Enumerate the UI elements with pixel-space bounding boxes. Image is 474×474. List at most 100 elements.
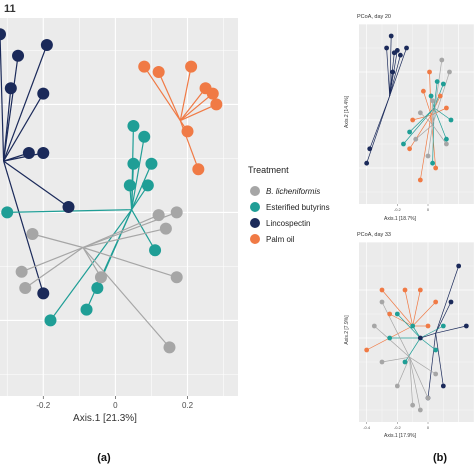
legend-label-palm-oil: Palm oil: [266, 235, 295, 244]
lincospectin-point: [37, 287, 50, 300]
palm-oil-spoke: [412, 114, 432, 121]
legend-key-esterified-butyrins: [250, 202, 260, 212]
palm-oil-spoke: [409, 115, 432, 149]
b-licheniformis-point: [413, 136, 419, 142]
b-licheniformis-point: [170, 206, 183, 219]
esterified-butyrins-spoke: [420, 337, 436, 351]
legend-label-b-licheniformis: B. licheniformis: [266, 187, 320, 196]
b-licheniformis-point: [371, 323, 377, 329]
lincospectin-spoke: [427, 333, 437, 399]
lincospectin-spoke: [435, 301, 452, 334]
palm-oil-spoke: [381, 289, 413, 327]
day33-plot-title: PCoA, day 33: [357, 232, 391, 238]
b-licheniformis-spoke: [409, 357, 414, 406]
legend-label-esterified-butyrins: Esterified butyrins: [266, 203, 330, 212]
palm-oil-spoke: [143, 66, 181, 121]
palm-oil-point: [387, 311, 393, 317]
b-licheniformis-point: [417, 110, 423, 116]
palm-oil-spoke: [180, 103, 217, 122]
esterified-butyrins-spoke: [131, 209, 156, 251]
b-licheniformis-spoke: [21, 246, 84, 273]
palm-oil-spoke: [412, 301, 436, 327]
esterified-butyrins-point: [127, 120, 140, 132]
lincospectin-spoke: [3, 93, 44, 162]
esterified-butyrins-point: [80, 303, 93, 316]
palm-oil-point: [427, 69, 432, 75]
palm-oil-spoke: [423, 91, 432, 116]
b-licheniformis-spoke: [24, 247, 84, 289]
esterified-butyrins-spoke: [420, 325, 444, 339]
esterified-butyrins-point: [123, 179, 136, 192]
lincospectin-spoke: [389, 55, 401, 97]
palm-oil-point: [206, 87, 219, 100]
b-licheniformis-spoke: [427, 124, 433, 157]
esterified-butyrins-point: [433, 347, 439, 353]
esterified-butyrins-spoke: [397, 313, 421, 339]
b-licheniformis-point: [15, 265, 28, 278]
palm-oil-point: [138, 60, 151, 73]
b-licheniformis-spoke: [432, 71, 450, 125]
palm-oil-point: [181, 125, 194, 138]
lincospectin-spoke: [386, 47, 391, 97]
b-licheniformis-spoke: [32, 233, 84, 249]
b-licheniformis-spoke: [409, 357, 421, 411]
b-licheniformis-point: [433, 371, 439, 377]
b-licheniformis-spoke: [432, 59, 443, 125]
esterified-butyrins-point: [127, 157, 140, 170]
b-licheniformis-point: [447, 69, 452, 75]
esterified-butyrins-point: [428, 93, 434, 99]
esterified-butyrins-spoke: [409, 107, 435, 133]
esterified-butyrins-point: [440, 81, 446, 87]
treatment-legend: Treatment B. licheniformis Esterified but…: [248, 165, 330, 244]
x-tick-label: 0: [113, 401, 118, 410]
palm-oil-spoke: [179, 87, 207, 121]
lincospectin-spoke: [3, 44, 48, 162]
esterified-butyrins-spoke: [403, 107, 435, 145]
panel-label-b: (b): [433, 452, 447, 464]
b-licheniformis-point: [430, 98, 435, 104]
main-plot-marks: [0, 28, 223, 354]
lincospectin-point: [22, 147, 35, 159]
day20-plot-title: PCoA, day 20: [357, 14, 391, 20]
b-licheniformis-spoke: [415, 124, 433, 140]
lincospectin-point: [463, 323, 469, 329]
lincospectin-point: [440, 383, 446, 389]
lincospectin-point: [367, 146, 373, 152]
palm-oil-point: [417, 177, 423, 183]
esterified-butyrins-point: [138, 130, 151, 143]
b-licheniformis-point: [152, 209, 165, 222]
b-licheniformis-spoke: [420, 112, 433, 126]
esterified-butyrins-point: [448, 117, 454, 123]
panel-label-a: (a): [97, 452, 111, 464]
b-licheniformis-spoke: [381, 301, 410, 358]
palm-oil-point: [364, 347, 370, 353]
esterified-butyrins-point: [410, 323, 416, 329]
day33-plot-x-ticks: -0.4 -0.2 0: [363, 422, 430, 430]
palm-oil-point: [379, 287, 385, 293]
palm-oil-spoke: [389, 313, 413, 327]
esterified-butyrins-point: [91, 282, 104, 294]
lincospectin-point: [40, 39, 53, 51]
b-licheniformis-point: [379, 359, 385, 365]
esterified-butyrins-spoke: [131, 163, 153, 210]
b-licheniformis-point: [379, 299, 385, 305]
esterified-butyrins-point: [44, 314, 57, 327]
legend-label-lincospectin: Lincospectin: [266, 219, 310, 228]
b-licheniformis-point: [170, 271, 183, 284]
lincospectin-spoke: [389, 71, 394, 97]
b-licheniformis-spoke: [409, 357, 429, 399]
b-licheniformis-point: [26, 228, 39, 240]
palm-oil-point: [444, 105, 449, 111]
esterified-butyrins-point: [401, 141, 406, 147]
lincospectin-point: [37, 87, 50, 100]
lincospectin-spoke: [366, 95, 390, 164]
lincospectin-point: [0, 28, 6, 41]
palm-oil-spoke: [158, 71, 181, 121]
esterified-butyrins-point: [149, 244, 162, 257]
b-licheniformis-point: [159, 222, 172, 235]
b-licheniformis-point: [425, 153, 431, 159]
legend-key-b-licheniformis: [250, 186, 260, 196]
lincospectin-point: [404, 45, 409, 51]
lincospectin-spoke: [0, 34, 5, 162]
lincospectin-point: [448, 299, 454, 305]
